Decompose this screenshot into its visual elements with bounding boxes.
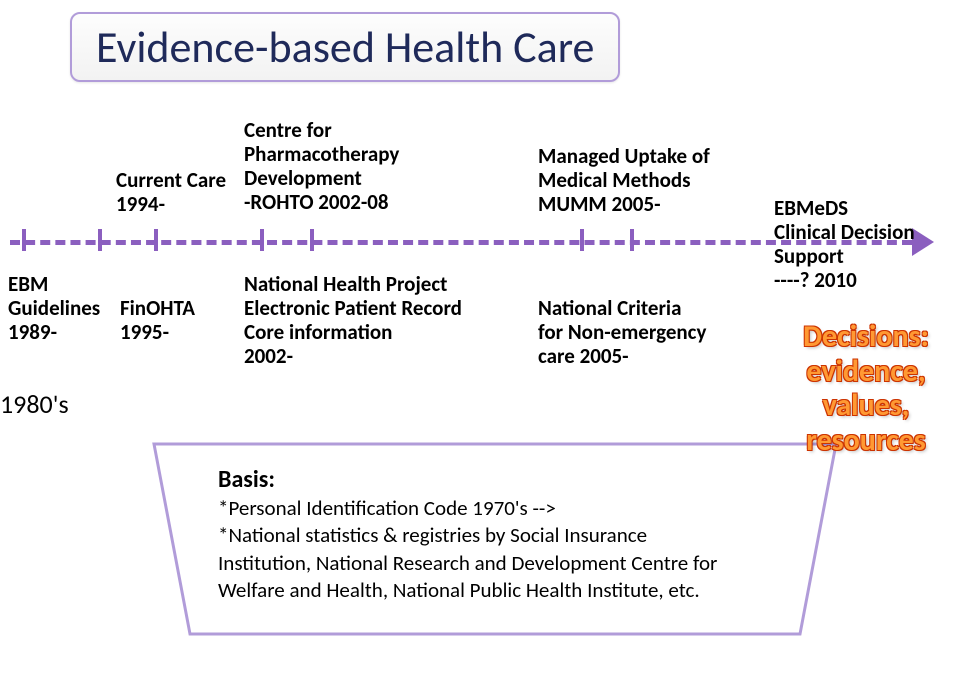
basis-heading: Basis:: [218, 465, 275, 494]
page-title: Evidence-based Health Care: [70, 12, 620, 82]
basis-line: *National statistics & registries by Soc…: [218, 522, 647, 548]
timeline-label: National Criteriafor Non-emergencycare 2…: [538, 296, 758, 368]
timeline-label: EBMeDSClinical DecisionSupport----? 2010: [774, 196, 954, 293]
decade-label: 1980's: [0, 388, 69, 420]
timeline-tick: [630, 229, 634, 251]
basis-line: Welfare and Health, National Public Heal…: [218, 577, 700, 603]
decisions-callout: Decisions:evidence,values,resources: [776, 320, 956, 458]
timeline-tick: [580, 229, 584, 251]
basis-line: Institution, National Research and Devel…: [218, 550, 717, 576]
timeline-tick: [310, 229, 314, 251]
timeline-label: Managed Uptake ofMedical MethodsMUMM 200…: [538, 144, 758, 216]
timeline-label: National Health ProjectElectronic Patien…: [244, 272, 504, 369]
timeline-tick: [154, 229, 158, 251]
timeline-tick: [98, 229, 102, 251]
timeline-label: Centre forPharmacotherapyDevelopment-ROH…: [244, 118, 474, 215]
timeline-label: FinOHTA1995-: [120, 296, 230, 344]
basis-line: *Personal Identification Code 1970's -->: [218, 495, 556, 521]
timeline-label: EBMGuidelines1989-: [8, 272, 128, 344]
timeline-tick: [22, 229, 26, 251]
timeline-stage: EBMGuidelines1989-Current Care1994-FinOH…: [0, 100, 960, 660]
basis-box: Basis: *Personal Identification Code 197…: [200, 454, 790, 618]
timeline-tick: [260, 229, 264, 251]
